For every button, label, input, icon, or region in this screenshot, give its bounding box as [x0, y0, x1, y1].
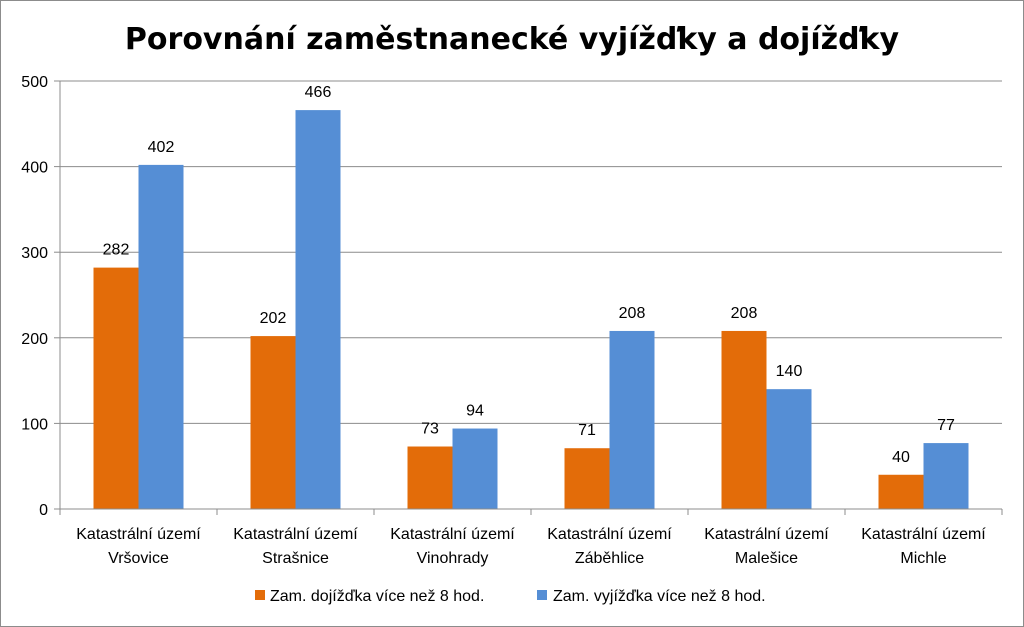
data-labels: 282 202 73 71 208 40 402 466 94 208 140 77	[103, 84, 955, 466]
bars	[93, 110, 969, 509]
data-label: 40	[892, 449, 910, 466]
category-label: Malešice	[735, 550, 798, 567]
axes	[59, 81, 1003, 515]
bar-series-1	[250, 336, 296, 509]
legend-label: Zam. dojížďka více než 8 hod.	[270, 588, 484, 605]
data-label: 71	[578, 422, 596, 439]
bar-series-2	[138, 164, 184, 509]
category-label: Katastrální území	[390, 526, 515, 543]
bar-series-1	[878, 474, 924, 509]
category-label: Katastrální území	[547, 526, 672, 543]
data-label: 140	[776, 363, 803, 380]
bar-series-2	[766, 389, 812, 509]
category-label: Strašnice	[262, 550, 329, 567]
gridlines	[60, 80, 1002, 424]
y-tick-label: 400	[21, 160, 48, 177]
bar-series-1	[564, 448, 610, 509]
bar-series-2	[452, 428, 498, 509]
y-axis-ticks: 0 100 200 300 400 500	[21, 74, 60, 519]
category-label: Vršovice	[108, 550, 169, 567]
bar-series-2	[609, 330, 655, 509]
category-label: Záběhlice	[575, 550, 644, 567]
legend-swatch	[537, 590, 547, 600]
y-tick-label: 100	[21, 416, 48, 433]
data-label: 94	[466, 403, 484, 420]
data-label: 466	[305, 84, 332, 101]
data-label: 77	[937, 417, 955, 434]
data-label: 202	[260, 310, 287, 327]
category-label: Michle	[900, 550, 946, 567]
bar-series-1	[93, 267, 139, 509]
bar-series-2	[923, 443, 969, 509]
y-tick-label: 300	[21, 245, 48, 262]
category-label: Katastrální území	[861, 526, 986, 543]
legend-label: Zam. vyjížďka více než 8 hod.	[553, 588, 766, 605]
category-label: Katastrální území	[233, 526, 358, 543]
data-label: 282	[103, 242, 130, 259]
legend: Zam. dojížďka více než 8 hod. Zam. vyjížď…	[255, 588, 766, 605]
data-label: 208	[731, 305, 758, 322]
y-tick-label: 0	[39, 502, 48, 519]
x-axis-categories: Katastrální území Vršovice Katastrální úze…	[76, 526, 986, 567]
category-label: Katastrální území	[76, 526, 201, 543]
y-tick-label: 500	[21, 74, 48, 91]
y-tick-label: 200	[21, 331, 48, 348]
bar-series-2	[295, 110, 341, 509]
bar-series-1	[721, 330, 767, 509]
bar-series-1	[407, 446, 453, 509]
category-label: Katastrální území	[704, 526, 829, 543]
chart-title: Porovnání zaměstnanecké vyjížďky a dojíž…	[125, 22, 900, 57]
data-label: 402	[148, 139, 175, 156]
data-label: 208	[619, 305, 646, 322]
legend-swatch	[255, 590, 265, 600]
data-label: 73	[421, 421, 439, 438]
category-label: Vinohrady	[417, 550, 489, 567]
